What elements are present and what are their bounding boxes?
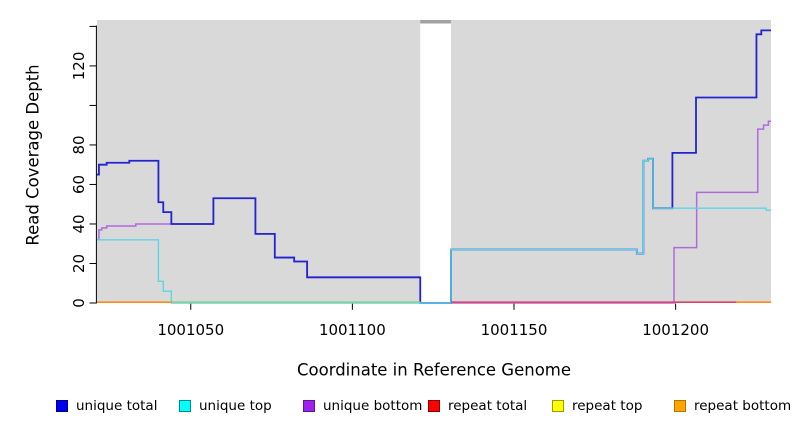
y-tick-label: 0 bbox=[70, 298, 88, 308]
legend-item-unique-top: unique top bbox=[179, 398, 272, 414]
gap-top-bar bbox=[420, 20, 451, 24]
legend-swatch-unique-bottom bbox=[303, 400, 315, 412]
no-data-gap bbox=[420, 23, 451, 303]
legend-label: repeat top bbox=[572, 398, 643, 414]
legend-item-repeat-bottom: repeat bottom bbox=[674, 398, 791, 414]
y-tick-label: 20 bbox=[70, 254, 88, 273]
x-axis-title: Coordinate in Reference Genome bbox=[296, 360, 572, 380]
series-unique-top-line bbox=[97, 158, 771, 304]
legend-swatch-repeat-top bbox=[552, 400, 564, 412]
y-tick-label: 60 bbox=[70, 175, 88, 194]
x-tick-label: 1001100 bbox=[319, 321, 386, 339]
legend-swatch-repeat-bottom bbox=[674, 400, 686, 412]
y-tick-label: 120 bbox=[70, 52, 88, 81]
y-tick-label: 80 bbox=[70, 135, 88, 154]
y-axis-title: Read Coverage Depth bbox=[23, 64, 43, 246]
legend-swatch-unique-top bbox=[179, 400, 191, 412]
legend-label: unique bottom bbox=[323, 398, 423, 414]
legend-label: unique total bbox=[76, 398, 158, 414]
legend-item-repeat-total: repeat total bbox=[428, 398, 527, 414]
x-tick-label: 1001150 bbox=[481, 321, 548, 339]
legend-item-unique-bottom: unique bottom bbox=[303, 398, 422, 414]
legend-swatch-unique-total bbox=[56, 400, 68, 412]
y-tick-label: 40 bbox=[70, 214, 88, 233]
legend-label: unique top bbox=[199, 398, 272, 414]
series-unique-total-line bbox=[97, 29, 771, 304]
x-tick-label: 1001200 bbox=[642, 321, 709, 339]
legend-item-repeat-top: repeat top bbox=[552, 398, 642, 414]
legend-swatch-repeat-total bbox=[428, 400, 440, 412]
legend-item-unique-total: unique total bbox=[56, 398, 157, 414]
x-tick-label: 1001050 bbox=[157, 321, 224, 339]
legend: unique total unique top unique bottom re… bbox=[0, 398, 792, 418]
legend-label: repeat total bbox=[448, 398, 528, 414]
legend-label: repeat bottom bbox=[694, 398, 792, 414]
